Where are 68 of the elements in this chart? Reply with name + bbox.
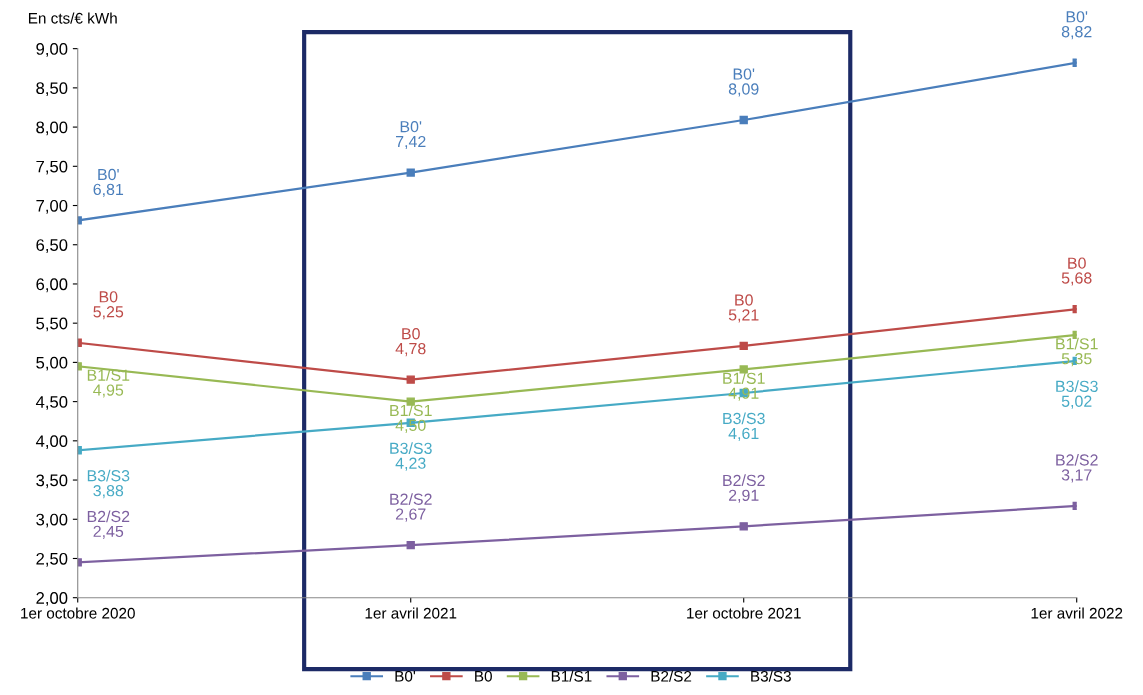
data-label: 2,45	[93, 525, 124, 539]
data-label: 5,35	[1061, 353, 1092, 367]
y-tick-label: 3,00	[36, 513, 68, 528]
point	[739, 115, 748, 125]
text: B0'	[733, 68, 755, 80]
data-label: 8,82	[1061, 26, 1092, 40]
legend-label: B3/S3	[751, 670, 791, 682]
text: B0'	[400, 121, 422, 133]
y-tick-label: 8,50	[36, 82, 68, 97]
text: B0	[735, 294, 753, 306]
text: B1/S1	[390, 404, 432, 417]
text: B0'	[1066, 11, 1088, 23]
text: B2/S2	[1056, 453, 1098, 466]
text: B3/S3	[390, 442, 432, 454]
text: B0	[99, 291, 118, 303]
y-axis-title: En cts/€ kWh	[28, 12, 117, 24]
y-tick-label: 4,50	[35, 396, 68, 410]
y-tick-label: 5,50	[36, 317, 68, 332]
point	[406, 375, 415, 384]
x-tick-label: 1er octobre 2020	[21, 607, 135, 619]
data-label: 4,78	[395, 342, 426, 357]
legend-label: B2/S2	[651, 670, 692, 682]
data-label: 3,17	[1061, 469, 1092, 483]
x-tick-label: 1er avril 2022	[1031, 607, 1123, 619]
text: B2/S2	[723, 474, 765, 487]
y-tick-label: 9,00	[36, 43, 68, 57]
y-tick-label: 3,50	[36, 474, 68, 489]
data-label: 5,68	[1061, 272, 1092, 286]
x-tick-label: 1er octobre 2021	[687, 607, 801, 619]
text: B3/S3	[723, 412, 765, 425]
data-label: 4,61	[728, 427, 759, 441]
text: B2/S2	[87, 510, 130, 523]
y-tick-label: 8,00	[36, 121, 68, 136]
y-tick-label: 6,50	[36, 239, 68, 253]
y-tick-label: 2,00	[36, 592, 68, 606]
text: B1/S1	[723, 372, 765, 384]
legend-label: B0	[475, 670, 492, 682]
y-tick-label: 5,00	[36, 356, 68, 371]
x-tick-label: 1er avril 2021	[365, 607, 457, 619]
text: B0	[402, 328, 420, 340]
point	[739, 341, 748, 351]
point	[739, 522, 748, 531]
data-label: 5,21	[728, 309, 759, 323]
data-label: 4,23	[395, 457, 426, 471]
text: B0'	[98, 168, 119, 181]
data-label: 3,88	[93, 485, 124, 499]
y-tick-label: 2,50	[36, 552, 68, 567]
text: B3/S3	[87, 469, 130, 482]
legend-label: B1/S1	[551, 670, 592, 682]
y-tick-label: 7,00	[36, 199, 68, 214]
text: B2/S2	[390, 493, 432, 505]
point	[406, 540, 415, 550]
text: B0	[1068, 257, 1086, 269]
data-label: 8,09	[728, 83, 759, 97]
legend-label: B0'	[395, 670, 416, 682]
data-label: 2,91	[728, 489, 759, 503]
data-label: 7,42	[395, 135, 426, 150]
y-tick-label: 4,00	[35, 435, 68, 449]
data-label: 5,25	[93, 306, 124, 320]
data-label: 5,02	[1061, 395, 1092, 409]
text: B1/S1	[1056, 337, 1098, 350]
data-label: 6,81	[93, 183, 124, 197]
y-tick-label: 7,50	[36, 160, 68, 175]
point	[406, 168, 415, 177]
y-tick-label: 6,00	[36, 278, 68, 293]
data-label: 2,67	[395, 508, 426, 522]
text: B3/S3	[1056, 380, 1098, 392]
data-label: 4,95	[93, 384, 124, 398]
